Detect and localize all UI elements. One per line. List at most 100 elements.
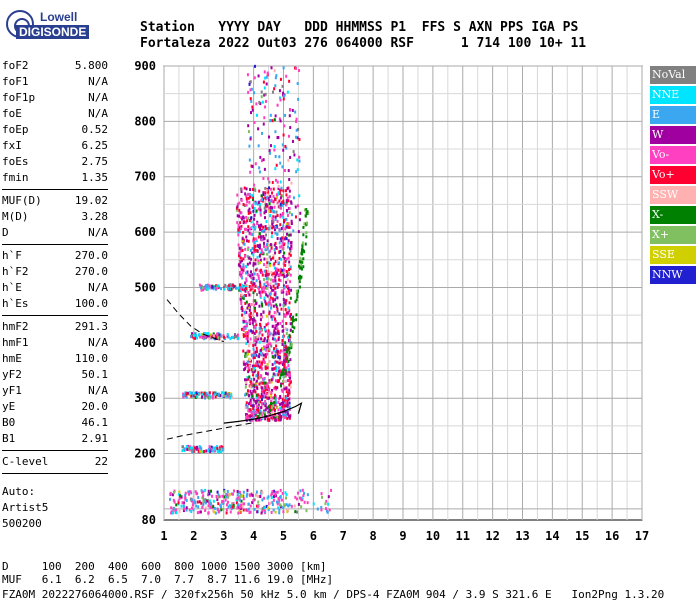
echo-dot	[285, 223, 288, 227]
echo-dot	[324, 507, 327, 511]
echo-dot	[285, 201, 288, 205]
echo-dot	[248, 82, 251, 86]
echo-dot	[260, 401, 263, 405]
echo-dot	[259, 294, 262, 298]
echo-dot	[258, 244, 261, 248]
echo-dot	[283, 504, 286, 508]
echo-dot	[245, 197, 248, 201]
echo-dot	[194, 332, 197, 336]
echo-dot	[282, 97, 285, 101]
echo-dot	[246, 376, 249, 380]
echo-dot	[249, 337, 252, 341]
echo-dot	[240, 499, 243, 503]
echo-dot	[268, 310, 271, 314]
echo-dot	[294, 215, 297, 219]
echo-dot	[283, 237, 286, 241]
echo-dot	[283, 124, 286, 128]
header-line2: Fortaleza 2022 Out03 276 064000 RSF 1 71…	[140, 36, 587, 51]
echo-dot	[269, 298, 272, 302]
echo-dot	[277, 418, 280, 422]
param-value: N/A	[88, 226, 108, 239]
echo-dot	[300, 250, 303, 254]
echo-dot	[274, 260, 277, 264]
echo-dot	[269, 257, 272, 261]
param-value: 50.1	[81, 368, 109, 381]
param-value: 2.91	[81, 432, 109, 445]
echo-dot	[262, 289, 265, 293]
echo-dot	[253, 183, 256, 187]
echo-dot	[251, 283, 254, 287]
echo-dot	[245, 294, 248, 298]
echo-dot	[279, 321, 282, 325]
echo-dot	[260, 301, 263, 305]
echo-dot	[274, 275, 277, 279]
param-value: 0.52	[81, 123, 109, 136]
echo-dot	[294, 495, 297, 499]
echo-dot	[254, 237, 257, 241]
echo-dot	[276, 103, 279, 107]
echo-dot	[289, 253, 292, 257]
echo-dot	[295, 170, 298, 174]
echo-dot	[276, 213, 279, 217]
echo-dot	[274, 401, 277, 405]
echo-dot	[239, 289, 242, 293]
echo-dot	[236, 205, 239, 209]
echo-dot	[305, 212, 308, 216]
echo-dot	[219, 333, 222, 337]
echo-dot	[193, 499, 196, 503]
echo-dot	[239, 260, 242, 264]
y-tick-label: 500	[134, 280, 156, 294]
echo-dot	[232, 286, 235, 290]
echo-dot	[200, 287, 203, 291]
echo-dot	[282, 262, 285, 266]
echo-dot	[286, 311, 289, 315]
param-separator	[2, 315, 108, 316]
echo-dot	[250, 377, 253, 381]
echo-dot	[266, 362, 269, 366]
echo-dot	[250, 385, 253, 389]
echo-dot	[222, 335, 225, 339]
echo-dot	[230, 393, 233, 397]
echo-dot	[297, 127, 300, 131]
echo-dot	[252, 389, 255, 393]
echo-dot	[247, 370, 250, 374]
echo-dot	[199, 335, 202, 339]
echo-dot	[191, 391, 194, 395]
echo-dot	[281, 403, 284, 407]
echo-dot	[243, 310, 246, 314]
echo-dot	[227, 495, 230, 499]
echo-dot	[250, 87, 253, 91]
legend-item-ssw: SSW	[650, 186, 696, 204]
echo-dot	[270, 315, 273, 319]
echo-dot	[247, 394, 250, 398]
param-value: 270.0	[74, 265, 108, 278]
echo-dot	[289, 247, 292, 251]
echo-dot	[306, 210, 309, 214]
echo-dot	[245, 401, 248, 405]
echo-dot	[237, 233, 240, 237]
echo-dot	[293, 326, 296, 330]
echo-dot	[258, 340, 261, 344]
echo-dot	[279, 237, 282, 241]
echo-dot	[253, 377, 256, 381]
echo-dot	[195, 333, 198, 337]
echo-dot	[226, 493, 229, 497]
echo-dot	[245, 235, 248, 239]
echo-dot	[301, 247, 304, 251]
echo-dot	[250, 216, 253, 220]
echo-dot	[208, 284, 211, 288]
echo-dot	[240, 268, 243, 272]
echo-dot	[247, 502, 250, 506]
echo-dot	[285, 285, 288, 289]
echo-dot	[260, 491, 263, 495]
echo-dot	[261, 237, 264, 241]
echo-dot	[195, 492, 198, 496]
echo-dot	[287, 339, 290, 343]
echo-dot	[325, 499, 328, 503]
echo-dot	[282, 254, 285, 258]
echo-dot	[243, 502, 246, 506]
echo-dot	[290, 244, 293, 248]
echo-dot	[277, 191, 280, 195]
echo-dot	[248, 315, 251, 319]
